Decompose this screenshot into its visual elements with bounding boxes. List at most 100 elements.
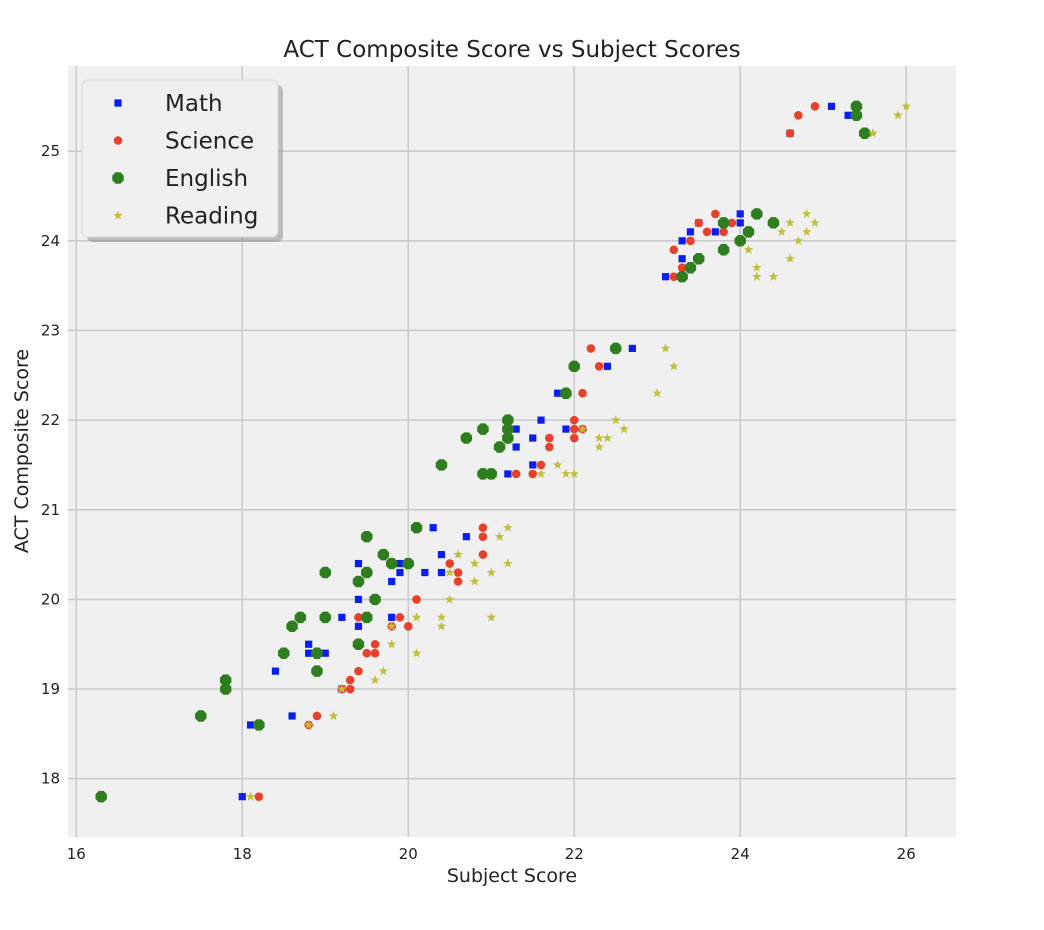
english-point (460, 432, 473, 444)
english-point (676, 270, 688, 283)
reading-point (245, 791, 256, 801)
reading-point (801, 208, 812, 218)
reading-point (378, 666, 389, 676)
english-point (253, 719, 265, 731)
reading-point (445, 567, 455, 577)
science-point (545, 442, 554, 452)
chart-title: ACT Composite Score vs Subject Scores (283, 37, 740, 63)
reading-point (486, 612, 497, 622)
reading-point (610, 415, 621, 425)
english-point (311, 665, 323, 677)
math-point (678, 237, 686, 245)
english-point (734, 235, 746, 247)
science-point (312, 711, 322, 721)
math-point (305, 640, 313, 648)
science-point (345, 675, 355, 685)
science-point (345, 684, 355, 694)
math-point (388, 577, 396, 586)
science-point (794, 111, 803, 120)
reading-point (486, 567, 497, 577)
legend-label: Math (165, 91, 223, 117)
reading-point (370, 675, 380, 685)
math-point (603, 362, 612, 370)
reading-point (793, 235, 804, 245)
reading-point (337, 684, 347, 694)
legend-marker (114, 99, 122, 107)
math-point (354, 595, 363, 604)
legend-box (81, 79, 279, 238)
math-point (388, 613, 396, 621)
legend-label: Reading (165, 204, 258, 230)
y-tick-label: 18 (41, 770, 60, 788)
math-point (529, 434, 537, 442)
reading-point (445, 594, 455, 604)
english-point (850, 109, 863, 122)
english-point (693, 253, 705, 265)
science-point (370, 639, 380, 649)
reading-point (785, 253, 795, 263)
english-point (568, 360, 580, 373)
y-tick-label: 22 (41, 411, 60, 429)
english-point (369, 593, 381, 606)
y-tick-label: 21 (41, 501, 60, 519)
reading-point (660, 343, 671, 353)
english-point (219, 674, 232, 686)
english-point (361, 611, 373, 624)
english-point (352, 575, 365, 588)
math-point (736, 210, 744, 218)
y-tick-label: 19 (41, 680, 60, 698)
reading-point (785, 217, 795, 227)
english-point (195, 710, 207, 722)
english-point (502, 432, 514, 444)
x-tick-label: 18 (233, 845, 252, 863)
math-point (512, 425, 520, 433)
science-point (445, 559, 455, 568)
math-point (537, 416, 545, 424)
english-point (385, 557, 398, 570)
reading-point (503, 522, 513, 532)
math-point (437, 568, 446, 577)
science-point (354, 613, 363, 622)
reading-point (561, 468, 571, 478)
x-tick-label: 20 (399, 845, 418, 863)
series-reading (245, 101, 911, 801)
english-point (319, 611, 331, 624)
legend-item-science: Science (113, 129, 254, 155)
math-point (512, 443, 520, 451)
science-point (578, 388, 587, 398)
science-point (478, 550, 488, 559)
science-point (594, 362, 604, 371)
reading-point (669, 361, 679, 371)
math-point (429, 524, 437, 532)
science-point (785, 128, 795, 138)
english-point (684, 261, 697, 274)
reading-point (594, 433, 604, 443)
series-english (95, 100, 871, 803)
y-axis-label: ACT Composite Score (11, 349, 33, 553)
math-point (338, 613, 346, 621)
science-point (669, 245, 679, 255)
legend-marker (113, 210, 123, 220)
math-point (396, 559, 404, 568)
english-point (502, 414, 514, 426)
science-point (677, 263, 687, 273)
legend-marker (113, 136, 123, 145)
english-point (767, 217, 780, 229)
english-point (311, 647, 323, 659)
math-point (238, 793, 246, 801)
math-point (246, 721, 255, 729)
reading-point (619, 424, 629, 434)
science-point (586, 344, 596, 353)
english-point (319, 566, 331, 579)
reading-point (469, 576, 480, 586)
math-point (827, 102, 836, 110)
science-point (412, 595, 421, 604)
math-point (354, 559, 363, 568)
math-point (354, 622, 363, 630)
science-point (569, 433, 579, 443)
english-point (402, 557, 414, 570)
science-point (702, 227, 712, 237)
math-point (711, 228, 719, 236)
math-point (321, 649, 329, 657)
